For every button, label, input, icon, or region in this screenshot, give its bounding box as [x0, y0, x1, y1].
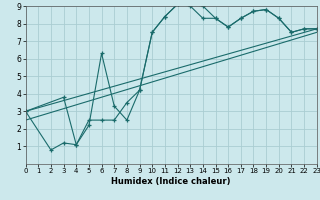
X-axis label: Humidex (Indice chaleur): Humidex (Indice chaleur) [111, 177, 231, 186]
